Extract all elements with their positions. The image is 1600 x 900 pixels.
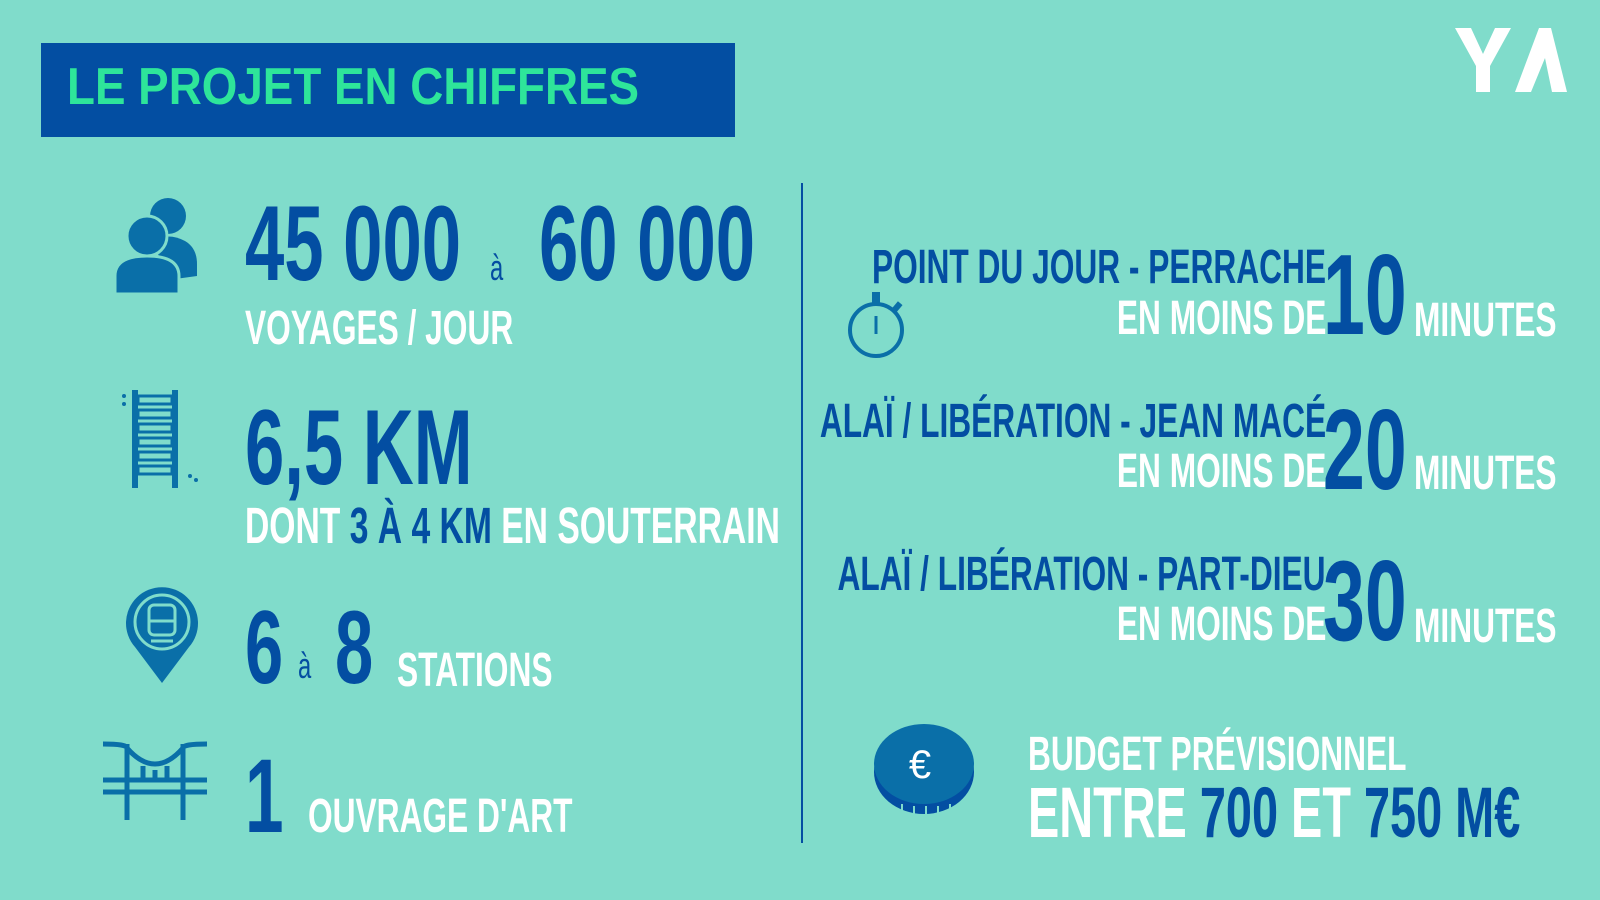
budget-word-et: ET	[1291, 774, 1351, 853]
route-prefix: EN MOINS DE	[1116, 292, 1326, 345]
budget-to: 750 M€	[1363, 774, 1521, 853]
length-underground-value: 3 À 4 KM	[349, 497, 492, 554]
station-pin-icon	[126, 587, 198, 683]
stations-label: STATIONS	[397, 644, 553, 697]
route-prefix: EN MOINS DE	[1116, 445, 1326, 498]
budget-label: BUDGET PRÉVISIONNEL	[1028, 728, 1407, 781]
length-label-post: EN SOUTERRAIN	[501, 497, 780, 554]
ya-logo	[1455, 28, 1567, 92]
rail-track-icon	[122, 390, 198, 488]
svg-text:€: €	[909, 743, 931, 787]
structures-label: OUVRAGE D'ART	[308, 790, 573, 843]
budget-value: ENTRE 700 ET 750 M€	[1028, 778, 1520, 849]
route-unit: MINUTES	[1414, 294, 1557, 347]
budget-from: 700	[1199, 774, 1279, 853]
column-divider	[801, 183, 803, 843]
route-unit: MINUTES	[1414, 600, 1557, 653]
euro-coin-icon: €	[874, 724, 974, 814]
ridership-from: 45 000	[245, 183, 462, 303]
stopwatch-icon	[848, 292, 904, 358]
route-label: ALAÏ / LIBÉRATION - JEAN MACÉ	[819, 395, 1326, 448]
stations-sep: à	[298, 645, 312, 686]
ridership-to: 60 000	[539, 183, 756, 303]
budget-word-entre: ENTRE	[1028, 774, 1187, 853]
route-unit: MINUTES	[1414, 447, 1557, 500]
ridership-label: VOYAGES / JOUR	[245, 302, 514, 355]
page-title: LE PROJET EN CHIFFRES	[67, 58, 640, 116]
ridership-sep: à	[490, 247, 504, 288]
stations-from: 6	[245, 590, 284, 706]
length-value: 6,5 KM	[245, 387, 473, 507]
route-label: POINT DU JOUR - PERRACHE	[871, 241, 1326, 294]
route-label: ALAÏ / LIBÉRATION - PART-DIEU	[837, 548, 1326, 601]
length-label: DONT 3 À 4 KM EN SOUTERRAIN	[245, 500, 780, 551]
route-minutes-value: 30	[1323, 538, 1407, 665]
bridge-icon	[103, 741, 207, 820]
route-prefix: EN MOINS DE	[1116, 598, 1326, 651]
route-minutes-value: 20	[1323, 387, 1407, 514]
length-label-pre: DONT	[245, 497, 341, 554]
title-banner	[41, 43, 735, 137]
route-minutes-value: 10	[1323, 232, 1407, 359]
stations-to: 8	[335, 590, 374, 706]
people-icon	[113, 198, 197, 294]
structures-value: 1	[245, 738, 284, 855]
